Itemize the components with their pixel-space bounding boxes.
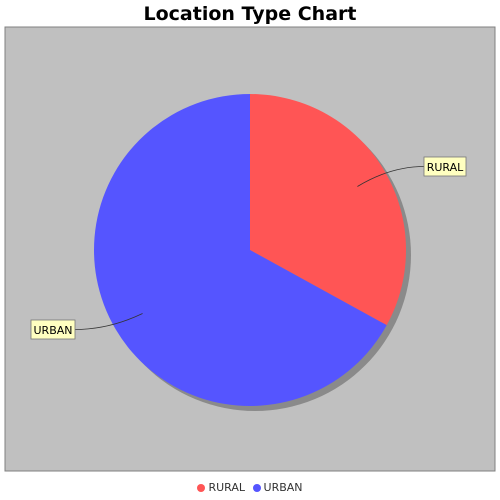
- legend-item-urban: URBAN: [252, 480, 303, 496]
- slice-label-box-rural: [423, 156, 467, 177]
- legend-item-rural: RURAL: [197, 480, 245, 496]
- legend-swatch-urban: [252, 484, 261, 492]
- chart-title: Location Type Chart: [143, 3, 357, 25]
- legend-label-urban: URBAN: [263, 481, 303, 494]
- legend-label-rural: RURAL: [208, 481, 246, 494]
- legend: RURAL URBAN: [0, 480, 500, 497]
- slice-label-rural: RURAL: [427, 161, 464, 174]
- pie-slice-rural: [250, 94, 406, 326]
- slice-label-box-urban: [30, 319, 76, 340]
- label-connector-urban: [74, 313, 143, 330]
- pie-slice-urban: [93, 94, 387, 406]
- legend-swatch-rural: [197, 484, 206, 492]
- label-connector-rural: [357, 166, 425, 187]
- slice-label-urban: URBAN: [34, 324, 73, 337]
